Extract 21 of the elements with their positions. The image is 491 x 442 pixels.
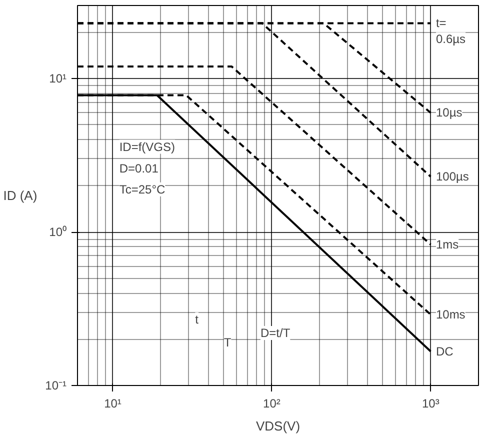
y-tick-label: 10¹ — [49, 72, 67, 86]
series-label: 100µs — [436, 170, 469, 184]
annotation: Tc=25°C — [119, 182, 166, 196]
series-label: 0.6µs — [436, 32, 466, 46]
annotation: ID=f(VGS) — [119, 140, 176, 154]
y-axis-title: ID (A) — [3, 188, 38, 203]
series-label: 1ms — [436, 238, 459, 252]
annotation: t — [195, 312, 200, 326]
x-tick-label: 10³ — [422, 396, 440, 410]
y-tick-label: 10⁰ — [49, 225, 67, 240]
x-tick-label: 10² — [263, 396, 280, 410]
series-label: 10ms — [436, 308, 466, 322]
series-label: 10µs — [436, 106, 462, 120]
annotation: t= — [436, 16, 446, 30]
x-tick-label: 10¹ — [104, 396, 122, 410]
annotation: D=t/T — [260, 326, 291, 340]
x-axis-title: VDS(V) — [256, 418, 300, 434]
series-label: DC — [436, 344, 454, 358]
annotation: T — [224, 336, 232, 350]
annotation: D=0.01 — [119, 161, 159, 176]
y-tick-label: 10⁻¹ — [45, 378, 67, 392]
